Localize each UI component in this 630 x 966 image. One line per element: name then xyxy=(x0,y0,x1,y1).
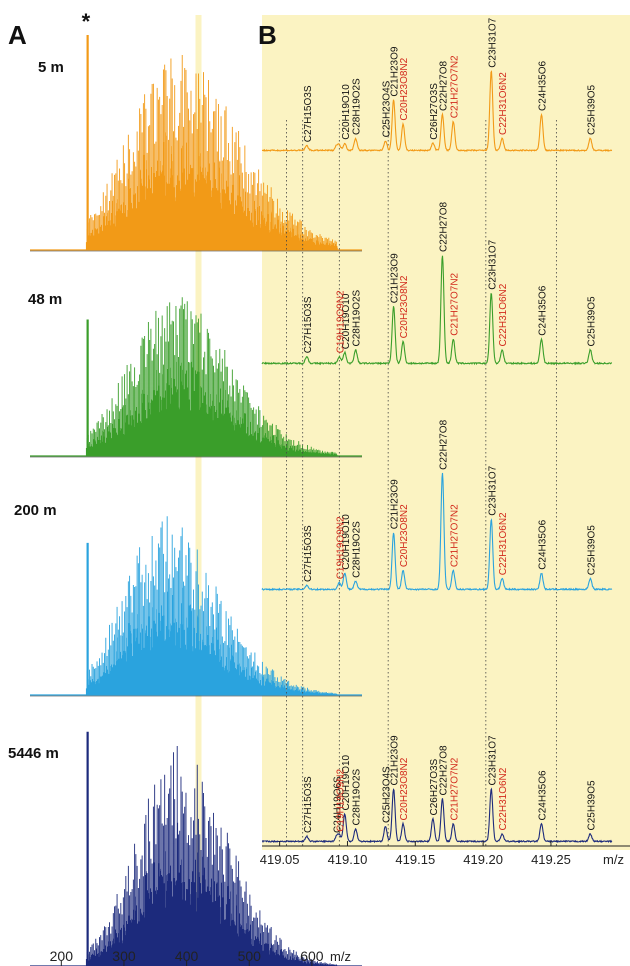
x-tick-label-b: 419.25 xyxy=(531,852,571,867)
x-tick-label-b: 419.20 xyxy=(463,852,503,867)
formula-label: C28H19O2S xyxy=(352,768,363,825)
x-tick-label-a: 600 xyxy=(300,948,324,964)
sample-label-a: 200 m xyxy=(14,502,57,519)
formula-label: C27H15O3S xyxy=(303,85,314,142)
formula-label: C25H39O5 xyxy=(586,780,597,830)
formula-label: C22H27O8 xyxy=(438,61,449,111)
formula-label: C19H19O9N2 xyxy=(335,516,346,579)
x-tick-label-a: 500 xyxy=(238,948,262,964)
formula-label: C25H39O5 xyxy=(586,525,597,575)
panel-a-highlight-band xyxy=(195,15,202,966)
panel-a-x-axis: 200 300 400 500 600 m/z xyxy=(50,948,351,966)
x-tick-label-a: 300 xyxy=(112,948,136,964)
x-tick-label-a: 200 xyxy=(50,948,74,964)
spectrum-a-48-m: 48 m xyxy=(28,291,362,458)
spectrum-b-trace xyxy=(261,472,613,592)
formula-label: C20H23O8N2 xyxy=(399,275,410,338)
formula-label: C22H31O6N2 xyxy=(498,283,509,346)
formula-label: C28H19O2S xyxy=(352,78,363,135)
spectrum-b-trace xyxy=(261,787,613,844)
sample-label-a: 5 m xyxy=(38,59,64,76)
formula-label: C23H31O7 xyxy=(487,735,498,785)
formula-label: C26H27O3S xyxy=(429,758,440,815)
highlight-band-419 xyxy=(195,15,202,966)
formula-label: C19H19O9N2 xyxy=(335,769,346,832)
formula-label: C27H15O3S xyxy=(303,296,314,353)
panel-b-x-axis: 419.05 419.10 419.15 419.20 419.25 m/z xyxy=(260,841,630,867)
panel-b-guides xyxy=(286,120,557,846)
spectrum-b-trace xyxy=(261,70,613,153)
formula-label: C21H23O9 xyxy=(390,46,401,96)
formula-label: C26H27O3S xyxy=(429,83,440,140)
formula-label: C28H19O2S xyxy=(352,289,363,346)
formula-label: C23H31O7 xyxy=(487,465,498,515)
formula-label: C21H23O9 xyxy=(390,253,401,303)
formula-label: C24H19O6S xyxy=(333,776,344,833)
formula-label: C24H35O6 xyxy=(538,519,549,569)
x-tick-label-b: 419.15 xyxy=(395,852,435,867)
formula-label: C21H27O7N2 xyxy=(449,757,460,820)
formula-label: C23H31O7 xyxy=(487,17,498,67)
formula-label: C21H27O7N2 xyxy=(449,272,460,335)
formula-label: C27H15O3S xyxy=(303,776,314,833)
formula-label: C25H23O4S xyxy=(381,766,392,823)
formula-label: C27H15O3S xyxy=(303,525,314,582)
formula-label: C23H31O7 xyxy=(487,239,498,289)
formula-label: C21H27O7N2 xyxy=(449,504,460,567)
sample-label-a: 48 m xyxy=(28,291,62,308)
x-axis-label-b: m/z xyxy=(603,852,624,867)
panel-b-spectra: C27H15O3S C20H19O10 C28H19O2S C25H23O4SC21H… xyxy=(261,17,613,844)
x-tick-label-a: 400 xyxy=(175,948,199,964)
formula-label: C21H27O7N2 xyxy=(449,55,460,118)
spectrum-a-peaks xyxy=(85,54,338,250)
spectrum-b-trace xyxy=(261,255,613,366)
sample-label-a: 5446 m xyxy=(8,745,59,762)
formula-label: C22H31O6N2 xyxy=(498,72,509,135)
panel-label-a: A xyxy=(8,20,27,50)
spike-marker: * xyxy=(82,9,91,34)
formula-label: C24H35O6 xyxy=(538,770,549,820)
formula-label: C20H23O8N2 xyxy=(399,757,410,820)
formula-label: C20H23O8N2 xyxy=(399,57,410,120)
formula-label: C25H23O4S xyxy=(381,80,392,137)
formula-label: C22H27O8 xyxy=(438,419,449,469)
formula-label: C24H35O6 xyxy=(538,285,549,335)
spectrum-a-200-m: 200 m xyxy=(14,502,362,697)
formula-label: C22H31O6N2 xyxy=(498,512,509,575)
formula-label: C28H19O2S xyxy=(352,521,363,578)
formula-label: C21H23O9 xyxy=(390,479,401,529)
formula-label: C20H19O10 xyxy=(341,514,352,570)
formula-label: C24H35O6 xyxy=(538,61,549,111)
formula-label: C22H27O8 xyxy=(438,202,449,252)
formula-label: C19H19O9N2 xyxy=(335,290,346,353)
panel-b-background xyxy=(262,15,630,850)
formula-label: C20H19O10 xyxy=(341,754,352,810)
x-axis-label-a: m/z xyxy=(330,949,351,964)
spectrum-b-5-m: C27H15O3S C20H19O10 C28H19O2S C25H23O4SC21H… xyxy=(261,17,613,153)
x-tick-label-b: 419.10 xyxy=(328,852,368,867)
formula-label: C20H23O8N2 xyxy=(399,504,410,567)
x-tick-label-b: 419.05 xyxy=(260,852,300,867)
formula-label: C22H31O6N2 xyxy=(498,767,509,830)
spectrum-a-peaks xyxy=(85,516,338,695)
formula-label: C25H39O5 xyxy=(586,85,597,135)
formula-label: C20H19O10 xyxy=(341,84,352,140)
formula-label: C20H19O10 xyxy=(341,293,352,349)
spectrum-a-5-m: * 5 m xyxy=(30,9,362,252)
panel-a-spectra: * 5 m 48 m 200 m 5446 m xyxy=(8,9,362,966)
formula-label: C25H39O5 xyxy=(586,296,597,346)
formula-label: C22H27O8 xyxy=(438,745,449,795)
formula-label: C21H23O9 xyxy=(390,735,401,785)
panel-label-b: B xyxy=(258,20,277,50)
